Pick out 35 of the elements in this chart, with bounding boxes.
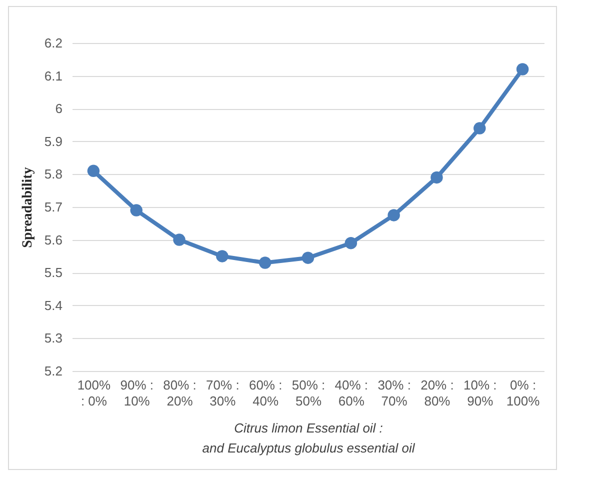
y-tick-label: 6.2 bbox=[44, 36, 62, 50]
point bbox=[173, 234, 186, 246]
point bbox=[430, 171, 443, 184]
point bbox=[130, 204, 142, 216]
x-tick-label: 50% : 50% bbox=[292, 378, 326, 408]
x-tick-label: 10% : 90% bbox=[464, 378, 497, 408]
y-tick-label: 6 bbox=[55, 101, 62, 116]
x-tick-label: 30% : 70% bbox=[378, 378, 411, 408]
y-tick-label: 5.6 bbox=[44, 232, 62, 248]
point bbox=[474, 122, 486, 134]
point bbox=[344, 236, 358, 250]
y-tick-label: 5.3 bbox=[44, 330, 62, 346]
x-tick-label: 20% : 80% bbox=[420, 378, 454, 408]
x-tick-label: 90% : 10% bbox=[120, 378, 154, 408]
point bbox=[388, 209, 400, 222]
point bbox=[216, 250, 228, 262]
y-tick-label: 5.4 bbox=[44, 298, 62, 313]
x-axis-title: Citrus limon Essential oil : and Eucalyptus globulus essential oil bbox=[202, 420, 416, 456]
point bbox=[302, 252, 314, 264]
point bbox=[258, 256, 272, 269]
x-tick-label: 80% : 20% bbox=[163, 378, 196, 408]
y-tick-label: 6.1 bbox=[44, 68, 62, 84]
y-axis-title: Spreadability bbox=[20, 167, 36, 248]
y-tick-label: 5.2 bbox=[44, 364, 62, 378]
point bbox=[516, 63, 529, 76]
x-tick-label: 40% : 60% bbox=[334, 378, 368, 408]
x-tick-label: 100% : 0% bbox=[77, 378, 112, 408]
y-tick-label: 5.8 bbox=[44, 166, 62, 182]
y-tick-label: 5.5 bbox=[44, 265, 62, 280]
y-tick-label: 5.9 bbox=[44, 134, 62, 149]
y-tick-label: 5.7 bbox=[44, 200, 62, 214]
x-tick-label: 60% : 40% bbox=[248, 378, 282, 408]
point bbox=[87, 164, 100, 178]
x-tick-label: 70% : 30% bbox=[206, 378, 240, 408]
x-tick-label: 0% : 100% bbox=[506, 378, 540, 408]
